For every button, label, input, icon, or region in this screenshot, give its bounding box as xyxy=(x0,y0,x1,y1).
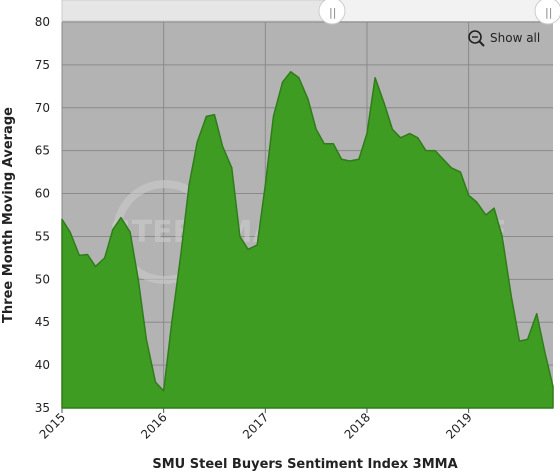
y-tick-label: 60 xyxy=(35,187,50,201)
handle-grip: || xyxy=(329,6,336,19)
x-tick-label: 2016 xyxy=(138,410,169,441)
x-tick-label: 2019 xyxy=(443,410,474,441)
navigator-handle-left[interactable] xyxy=(318,0,346,25)
y-tick-label: 80 xyxy=(35,15,50,29)
x-tick-label: 2017 xyxy=(240,410,271,441)
zoom-icon xyxy=(468,30,482,44)
y-tick-label: 35 xyxy=(35,401,50,415)
navigator-handle-right[interactable] xyxy=(534,0,560,25)
show-all-button[interactable]: Show all xyxy=(468,30,540,47)
x-tick-label: 2018 xyxy=(342,410,373,441)
y-tick-label: 50 xyxy=(35,272,50,286)
show-all-label[interactable]: Show all xyxy=(490,31,540,45)
y-axis-label: Three Month Moving Average xyxy=(1,107,16,323)
zoom-icon-handle xyxy=(478,40,485,47)
y-tick-label: 45 xyxy=(35,315,50,329)
y-tick-label: 55 xyxy=(35,229,50,243)
y-tick-label: 70 xyxy=(35,101,50,115)
y-tick-label: 65 xyxy=(35,144,50,158)
y-tick-label: 40 xyxy=(35,358,50,372)
area-group xyxy=(61,71,554,409)
y-tick-label: 75 xyxy=(35,58,50,72)
navigator-selection xyxy=(332,0,548,21)
handle-grip: || xyxy=(545,6,552,19)
chart-title: SMU Steel Buyers Sentiment Index 3MMA xyxy=(152,457,457,472)
area xyxy=(61,71,554,409)
